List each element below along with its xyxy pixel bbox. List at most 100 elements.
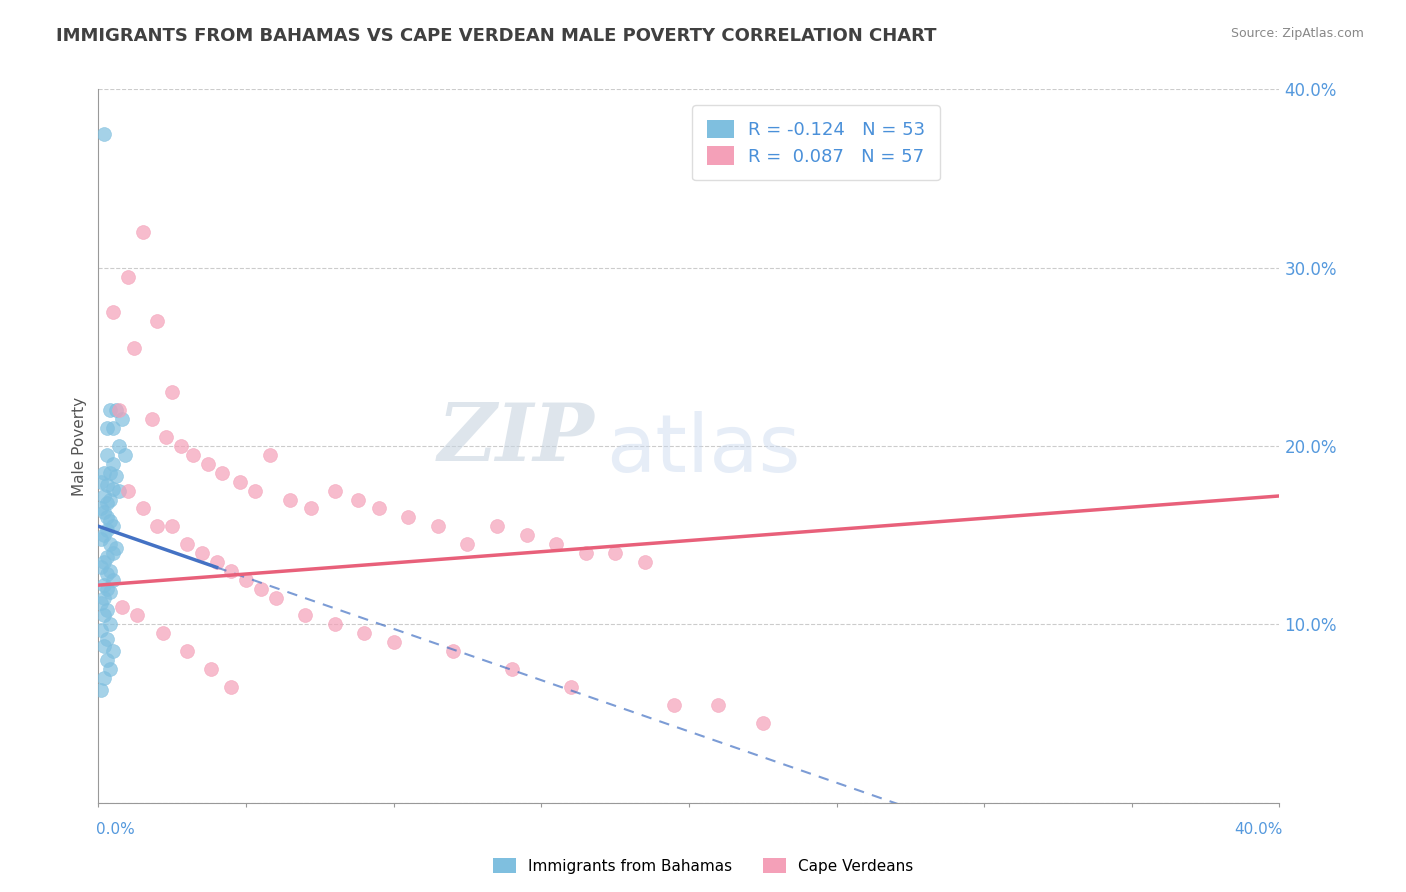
Point — [111, 599, 134, 614]
Point — [176, 537, 198, 551]
Point — [197, 457, 219, 471]
Point — [664, 698, 686, 712]
Point — [96, 603, 118, 617]
Y-axis label: Male Poverty: Male Poverty — [72, 396, 87, 496]
Point — [114, 448, 136, 462]
Point — [515, 528, 537, 542]
Point — [96, 582, 118, 596]
Point — [90, 623, 112, 637]
Point — [103, 519, 125, 533]
Point — [103, 644, 125, 658]
Point — [125, 608, 148, 623]
Point — [501, 662, 523, 676]
Point — [707, 698, 730, 712]
Point — [105, 541, 128, 555]
Point — [103, 546, 125, 560]
Text: IMMIGRANTS FROM BAHAMAS VS CAPE VERDEAN MALE POVERTY CORRELATION CHART: IMMIGRANTS FROM BAHAMAS VS CAPE VERDEAN … — [56, 27, 936, 45]
Point — [353, 626, 375, 640]
Point — [90, 560, 112, 574]
Point — [93, 578, 115, 592]
Point — [98, 514, 121, 528]
Point — [155, 430, 177, 444]
Point — [205, 555, 228, 569]
Point — [323, 483, 346, 498]
Point — [211, 466, 233, 480]
Point — [108, 439, 131, 453]
Point — [146, 314, 169, 328]
Point — [96, 653, 118, 667]
Point — [117, 269, 139, 284]
Text: Source: ZipAtlas.com: Source: ZipAtlas.com — [1230, 27, 1364, 40]
Point — [93, 591, 115, 605]
Point — [96, 632, 118, 646]
Point — [219, 564, 242, 578]
Point — [181, 448, 204, 462]
Point — [170, 439, 193, 453]
Point — [98, 617, 121, 632]
Point — [96, 421, 118, 435]
Point — [103, 305, 125, 319]
Point — [96, 448, 118, 462]
Text: 0.0%: 0.0% — [96, 822, 135, 837]
Point — [219, 680, 242, 694]
Point — [96, 549, 118, 564]
Point — [146, 519, 169, 533]
Point — [299, 501, 322, 516]
Point — [605, 546, 627, 560]
Point — [560, 680, 582, 694]
Point — [191, 546, 214, 560]
Point — [141, 412, 163, 426]
Point — [103, 457, 125, 471]
Point — [633, 555, 655, 569]
Point — [122, 341, 145, 355]
Point — [93, 127, 115, 141]
Point — [117, 483, 139, 498]
Point — [546, 537, 568, 551]
Point — [96, 510, 118, 524]
Point — [98, 662, 121, 676]
Point — [96, 523, 118, 537]
Point — [93, 466, 115, 480]
Point — [162, 385, 183, 400]
Point — [103, 482, 125, 496]
Point — [90, 683, 112, 698]
Point — [98, 466, 121, 480]
Point — [103, 573, 125, 587]
Point — [98, 585, 121, 599]
Point — [90, 596, 112, 610]
Point — [90, 501, 112, 516]
Point — [111, 412, 134, 426]
Point — [235, 573, 257, 587]
Point — [93, 671, 115, 685]
Point — [98, 537, 121, 551]
Point — [347, 492, 370, 507]
Point — [98, 492, 121, 507]
Point — [90, 475, 112, 489]
Point — [105, 403, 128, 417]
Point — [176, 644, 198, 658]
Text: 40.0%: 40.0% — [1234, 822, 1282, 837]
Point — [441, 644, 464, 658]
Point — [93, 505, 115, 519]
Point — [90, 532, 112, 546]
Point — [259, 448, 281, 462]
Point — [264, 591, 287, 605]
Legend: R = -0.124   N = 53, R =  0.087   N = 57: R = -0.124 N = 53, R = 0.087 N = 57 — [692, 105, 939, 180]
Point — [200, 662, 222, 676]
Point — [486, 519, 509, 533]
Point — [278, 492, 302, 507]
Point — [108, 483, 131, 498]
Point — [93, 528, 115, 542]
Point — [243, 483, 266, 498]
Point — [98, 564, 121, 578]
Point — [456, 537, 478, 551]
Point — [152, 626, 174, 640]
Point — [574, 546, 596, 560]
Point — [132, 501, 155, 516]
Point — [323, 617, 346, 632]
Point — [229, 475, 252, 489]
Point — [93, 489, 115, 503]
Point — [382, 635, 405, 649]
Point — [162, 519, 183, 533]
Point — [427, 519, 450, 533]
